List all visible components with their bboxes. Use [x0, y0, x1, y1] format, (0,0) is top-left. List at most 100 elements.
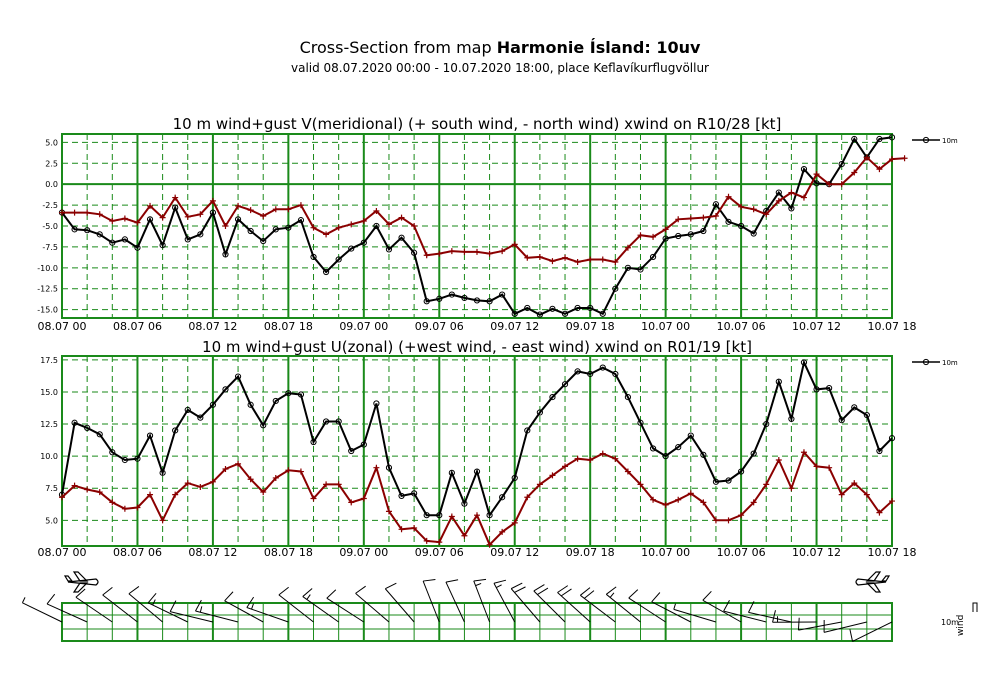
data-point-gust [448, 248, 455, 255]
data-point-wind [260, 237, 267, 245]
data-point-gust [385, 508, 392, 515]
data-point-wind [687, 432, 694, 439]
data-point-gust [197, 211, 204, 218]
data-point-gust [574, 258, 581, 265]
wind-barb-feather [195, 599, 202, 612]
data-point-wind [71, 419, 78, 426]
wind-barb-feather [514, 586, 526, 593]
x-tick-label: 08.07 18 [264, 546, 313, 559]
data-point-wind [700, 227, 707, 235]
wind-barb-feather [533, 584, 545, 592]
wind-barb-feather [246, 596, 255, 608]
data-point-gust [59, 209, 65, 216]
data-point-wind [536, 311, 543, 318]
x-tick-label: 10.07 00 [641, 320, 690, 333]
data-point-wind [662, 235, 669, 242]
data-point-gust [59, 494, 65, 501]
wind-barb-feather [849, 629, 853, 642]
wind-barb-staff [493, 582, 516, 623]
data-point-gust [536, 481, 543, 488]
wind-barb-feather [723, 599, 730, 612]
plot-frame [61, 355, 893, 547]
data-point-wind [788, 415, 795, 423]
wind-barb-staff [798, 621, 842, 631]
data-point-gust [599, 450, 606, 457]
data-point-wind [587, 370, 594, 378]
data-point-wind [763, 420, 770, 428]
data-point-wind [561, 310, 569, 317]
data-point-gust [662, 501, 669, 508]
wind-barb-feather [702, 590, 712, 601]
legend-label: 10m [942, 359, 958, 367]
data-point-wind [511, 310, 518, 317]
data-point-gust [461, 532, 468, 539]
data-point-gust [788, 485, 795, 492]
data-point-wind [536, 409, 543, 416]
wind-barb-feather [748, 601, 755, 613]
wind-barb-feather [560, 588, 572, 597]
wind-barb-staff [326, 597, 365, 623]
data-point-gust [310, 495, 317, 502]
data-point-gust [398, 526, 405, 533]
data-point-gust [725, 193, 732, 200]
legend-label: 10m [942, 137, 958, 145]
page-title: Cross-Section from map Harmonie Ísland: … [299, 38, 701, 57]
data-point-wind [260, 422, 267, 429]
data-point-gust [260, 212, 267, 219]
data-point-wind [335, 418, 342, 425]
data-point-gust [486, 541, 493, 548]
data-point-gust [398, 214, 405, 221]
y-tick-label: 15.0 [40, 388, 58, 397]
data-point-gust [461, 248, 468, 255]
wind-barb-feather [302, 588, 313, 597]
wind-barb-half-feather [609, 592, 615, 598]
data-point-gust [423, 252, 430, 259]
data-point-wind [838, 417, 845, 424]
wind-barb-feather [797, 617, 800, 631]
data-point-gust [235, 460, 242, 467]
y-tick-label: 10.0 [40, 452, 58, 461]
data-point-wind [385, 464, 393, 471]
wind-barb-staff [445, 581, 465, 623]
x-tick-label: 10.07 18 [868, 546, 917, 559]
data-point-wind [247, 401, 254, 408]
data-point-wind [209, 209, 217, 216]
y-tick-label: 17.5 [40, 356, 58, 365]
data-point-wind [222, 386, 229, 393]
wind-barb-feather [46, 593, 56, 605]
wind-barb-staff [702, 599, 742, 623]
data-point-wind [209, 401, 217, 408]
data-point-gust [209, 197, 216, 204]
data-point-gust [486, 250, 493, 257]
wind-barb-staff [651, 601, 692, 623]
wind-barb-feather [102, 586, 113, 596]
wind-barb-staff [302, 596, 339, 623]
data-point-wind [675, 444, 682, 451]
data-point-gust [687, 490, 694, 497]
data-point-gust [549, 258, 556, 265]
data-point-wind [96, 431, 103, 438]
data-point-wind [297, 391, 305, 398]
data-point-wind [109, 449, 116, 456]
data-point-gust [876, 166, 883, 173]
data-point-wind [599, 310, 606, 317]
data-point-wind [423, 298, 430, 305]
data-point-gust [335, 481, 342, 488]
data-point-gust [348, 221, 355, 228]
data-point-gust [536, 253, 543, 260]
legend-marker [922, 358, 930, 366]
wind-barb-feather [278, 586, 289, 596]
data-point-wind [360, 239, 367, 246]
data-point-gust [738, 203, 745, 210]
data-point-wind [373, 222, 380, 230]
data-point-wind [134, 455, 141, 462]
wind-barb-staff [355, 592, 390, 623]
data-point-wind [612, 285, 619, 292]
data-point-wind [423, 512, 430, 519]
wind-barb-staff [128, 593, 163, 623]
chart-panel-1: -15.0 -12.5 -10.0 -7.5 -5.0 -2.5 0.0 2.5 5.0 08.0… [37, 115, 958, 333]
data-point-gust [851, 480, 858, 487]
data-point-gust [889, 156, 895, 163]
wind-barb-feather [580, 587, 591, 596]
